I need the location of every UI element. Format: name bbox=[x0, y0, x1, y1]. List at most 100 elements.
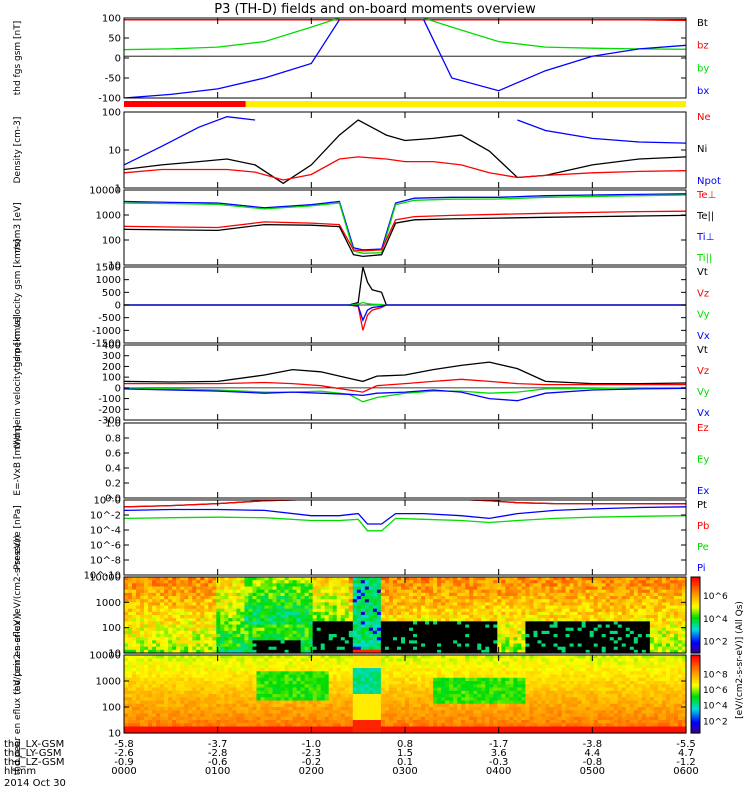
heatmap-cells bbox=[124, 577, 687, 654]
y-tick-label: 100 bbox=[102, 14, 121, 25]
legend-entry: bx bbox=[697, 86, 709, 97]
legend-entry: Vt bbox=[697, 345, 708, 356]
y-tick-label: 10000 bbox=[89, 186, 121, 197]
y-axis-label: thd peer en eflux (eV/(cm2-s-sr-eV)) bbox=[13, 613, 23, 776]
legend-entry: Te⊥ bbox=[696, 190, 716, 201]
y-tick-label: -300 bbox=[98, 416, 121, 427]
colorbar-segment bbox=[691, 731, 700, 734]
y-tick-label: 10^-2 bbox=[90, 511, 121, 522]
colorbar-segment bbox=[691, 684, 700, 687]
colorbar-segment bbox=[691, 711, 700, 715]
series-line-Ti|| bbox=[124, 194, 686, 254]
colorbar-segment bbox=[691, 662, 700, 666]
legend-entry: by bbox=[697, 63, 709, 74]
y-tick-label: 1000 bbox=[96, 598, 121, 609]
y-axis-label: E=-VxB [mV/m] bbox=[13, 425, 23, 495]
colorbar-segment bbox=[691, 596, 700, 599]
y-tick-label: 1000 bbox=[96, 275, 121, 286]
legend-entry: Ey bbox=[697, 455, 709, 466]
colorbar-segment bbox=[691, 630, 700, 633]
y-tick-label: 0.4 bbox=[105, 464, 121, 475]
y-tick-label: 10^-4 bbox=[90, 526, 121, 537]
colorbar-segment bbox=[691, 586, 700, 589]
colorbar-segment bbox=[691, 715, 700, 718]
colorbar-segment bbox=[691, 588, 700, 591]
y-tick-label: 200 bbox=[102, 362, 121, 373]
colorbar-segment bbox=[691, 672, 700, 676]
colorbar-segment bbox=[691, 713, 700, 717]
y-tick-label: 100 bbox=[102, 108, 121, 119]
y-tick-label: 0 bbox=[115, 301, 121, 312]
series-line-Pb bbox=[124, 500, 686, 508]
series-line-bz bbox=[124, 19, 686, 22]
panel-2: 100 10 1 Density [cm-3] Ne Ni Npot bbox=[13, 108, 721, 195]
y-tick-label: 1000 bbox=[96, 677, 121, 688]
y-tick-label: -100 bbox=[98, 94, 121, 105]
series-line-Vz bbox=[124, 378, 686, 393]
colorbar-segment bbox=[691, 666, 700, 670]
colorbar-segment bbox=[691, 613, 700, 616]
colorbar-segment bbox=[691, 611, 700, 614]
legend-entry: Te|| bbox=[696, 211, 714, 222]
colorbar-frame bbox=[690, 576, 701, 654]
y-tick-label: 0 bbox=[115, 54, 121, 65]
colorbar-segment bbox=[691, 607, 700, 610]
legend-entry: Pb bbox=[697, 521, 709, 532]
colorbar-segment bbox=[691, 594, 700, 597]
colorbar-segment bbox=[691, 655, 700, 658]
colorbar-segment bbox=[691, 578, 700, 582]
colorbar-segment bbox=[691, 639, 700, 643]
colorbar-segment bbox=[691, 729, 700, 732]
y-tick-label: 50 bbox=[108, 34, 121, 45]
y-tick-label: 10000 bbox=[89, 651, 121, 662]
series-line-Pi bbox=[124, 506, 686, 525]
y-tick-label: 10 bbox=[108, 146, 121, 157]
colorbar-segment bbox=[691, 694, 700, 697]
y-tick-label: 300 bbox=[102, 351, 121, 362]
colorbar-segment bbox=[691, 649, 700, 652]
panel-1: 100 50 0 -50 -100 thd fgs gsm [nT] Bt bz by bx bbox=[13, 14, 709, 105]
y-axis-label: Density [cm-3] bbox=[13, 117, 23, 184]
colorbar-segment bbox=[691, 727, 700, 730]
colorbar-segment bbox=[691, 656, 700, 660]
colorbar-segment bbox=[691, 626, 700, 629]
colorbar-segment bbox=[691, 647, 700, 650]
colorbar-segment bbox=[691, 692, 700, 695]
heatmap-cells bbox=[124, 655, 687, 734]
colorbar-segment bbox=[691, 682, 700, 685]
colorbar-segment bbox=[691, 609, 700, 612]
y-tick-label: 10 bbox=[108, 261, 121, 272]
colorbar-segment bbox=[691, 635, 700, 639]
colorbar-tick-label: 10^6 bbox=[703, 686, 728, 696]
colorbar-segment bbox=[691, 582, 700, 586]
legend-entry: Ne bbox=[697, 112, 711, 123]
colorbar-segment bbox=[691, 620, 700, 624]
colorbar-segment bbox=[691, 668, 700, 672]
y-tick-label: -1000 bbox=[92, 326, 121, 337]
legend-entry: Ex bbox=[697, 486, 709, 497]
colorbar-frame bbox=[690, 654, 701, 734]
colorbar-segment bbox=[691, 597, 700, 601]
legend-entry: Ti|| bbox=[696, 253, 712, 264]
y-axis-label: thd fgs gsm [nT] bbox=[13, 21, 23, 96]
series-line-Vx bbox=[124, 304, 686, 322]
panel-frame bbox=[123, 499, 687, 576]
colorbar-segment bbox=[691, 637, 700, 641]
legend-entry: Pi bbox=[697, 563, 706, 574]
colorbar-tick-label: 10^4 bbox=[703, 615, 728, 625]
panel-frame bbox=[123, 422, 687, 499]
colorbar-segment bbox=[691, 592, 700, 595]
colorbar-segment bbox=[691, 580, 700, 584]
legend-entry: Ni bbox=[697, 144, 707, 155]
legend-entry: Pe bbox=[697, 542, 709, 553]
y-tick-label: 0 bbox=[115, 383, 121, 394]
colorbar-segment bbox=[691, 590, 700, 593]
colorbar-segment bbox=[691, 723, 700, 726]
colorbar-segment bbox=[691, 599, 700, 603]
colorbar-segment bbox=[691, 634, 700, 637]
colorbar-segment bbox=[691, 624, 700, 627]
panel-6: 1.0 0.8 0.6 0.4 0.2 0.0 E=-VxB [mV/m] Ez Ey Ex bbox=[13, 419, 709, 505]
colorbar-segment bbox=[691, 622, 700, 626]
y-tick-label: 1.0 bbox=[105, 419, 121, 430]
